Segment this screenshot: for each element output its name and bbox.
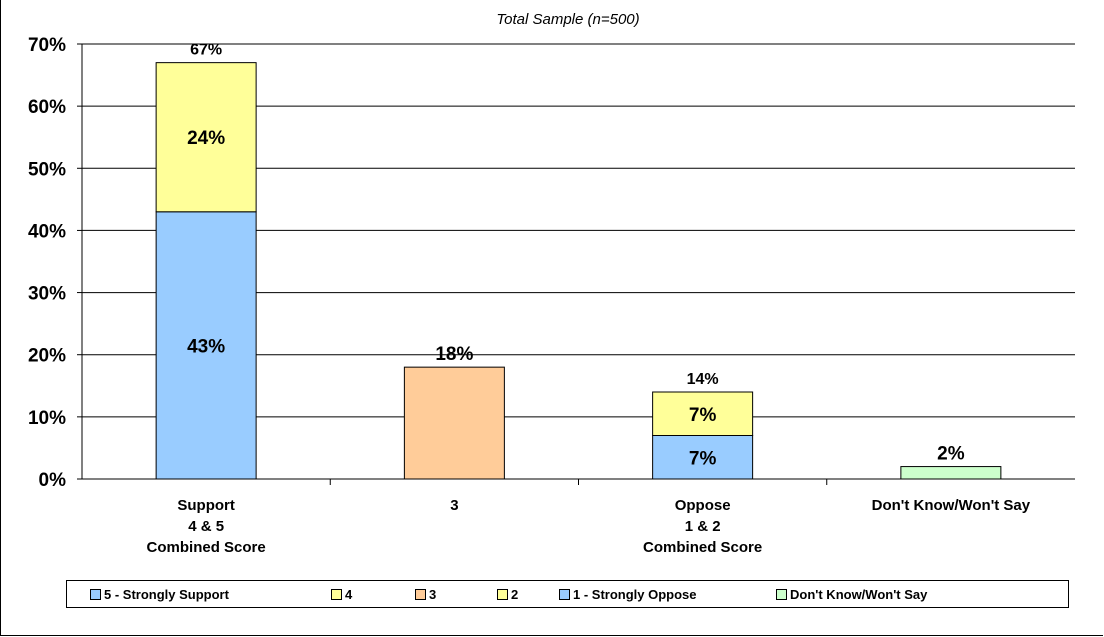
gridlines (82, 43, 1075, 418)
bar-segment (155, 62, 257, 213)
x-category-label: Combined Score (643, 539, 762, 556)
data-label: 7% (689, 405, 717, 426)
x-category-label: Don't Know/Won't Say (872, 497, 1031, 514)
data-label: 18% (435, 344, 473, 365)
total-label: 67% (190, 42, 222, 59)
legend-swatch (90, 589, 101, 600)
y-tick-label: 20% (28, 346, 66, 367)
y-tick-label: 60% (28, 97, 66, 118)
total-label: 14% (687, 371, 719, 388)
bars: 43% 24% 67% 18% 7% 7% 14% 2% (155, 42, 1002, 480)
legend-swatch (559, 589, 570, 600)
legend-item: 4 (331, 587, 352, 602)
legend-swatch (331, 589, 342, 600)
legend-swatch (776, 589, 787, 600)
y-tick-label: 30% (28, 284, 66, 305)
legend-item: 2 (497, 587, 518, 602)
bar-segment (403, 366, 505, 480)
bar-segment (652, 391, 754, 436)
x-category-label: Support (177, 497, 235, 514)
data-label: 7% (689, 448, 717, 469)
chart-title: Total Sample (n=500) (496, 11, 639, 28)
legend-item: 1 - Strongly Oppose (559, 587, 697, 602)
data-label: 2% (937, 444, 965, 465)
y-tick-label: 0% (39, 470, 67, 491)
legend-label: 4 (345, 587, 353, 602)
x-category-label: 3 (450, 497, 458, 514)
x-category-label: Combined Score (147, 539, 266, 556)
legend: 5 - Strongly Support 4 3 2 1 - Strongly Oppo… (66, 580, 1069, 608)
legend-item: 3 (415, 587, 436, 602)
bar-segment (652, 435, 754, 480)
legend-label: 5 - Strongly Support (104, 587, 229, 602)
x-category-label: 4 & 5 (188, 518, 224, 535)
x-category-label: Oppose (675, 497, 731, 514)
x-category-label: 1 & 2 (685, 518, 721, 535)
legend-swatch (497, 589, 508, 600)
bar-segment (900, 466, 1002, 480)
legend-label: 2 (511, 587, 519, 602)
data-label: 43% (187, 336, 225, 357)
y-tick-label: 50% (28, 159, 66, 180)
y-tick-label: 70% (28, 35, 66, 56)
legend-label: Don't Know/Won't Say (790, 587, 928, 602)
legend-item: 5 - Strongly Support (90, 587, 229, 602)
data-label: 24% (187, 128, 225, 149)
y-tick-label: 40% (28, 221, 66, 242)
legend-item: Don't Know/Won't Say (776, 587, 927, 602)
y-tick-label: 10% (28, 408, 66, 429)
legend-label: 3 (429, 587, 437, 602)
y-tick-labels: 0% 10% 20% 30% 40% 50% 60% 70% (28, 35, 66, 491)
legend-label: 1 - Strongly Oppose (573, 587, 697, 602)
x-category-labels: Support 4 & 5 Combined Score 3 Oppose 1 & 2 Co… (147, 497, 1031, 556)
legend-swatch (415, 589, 426, 600)
